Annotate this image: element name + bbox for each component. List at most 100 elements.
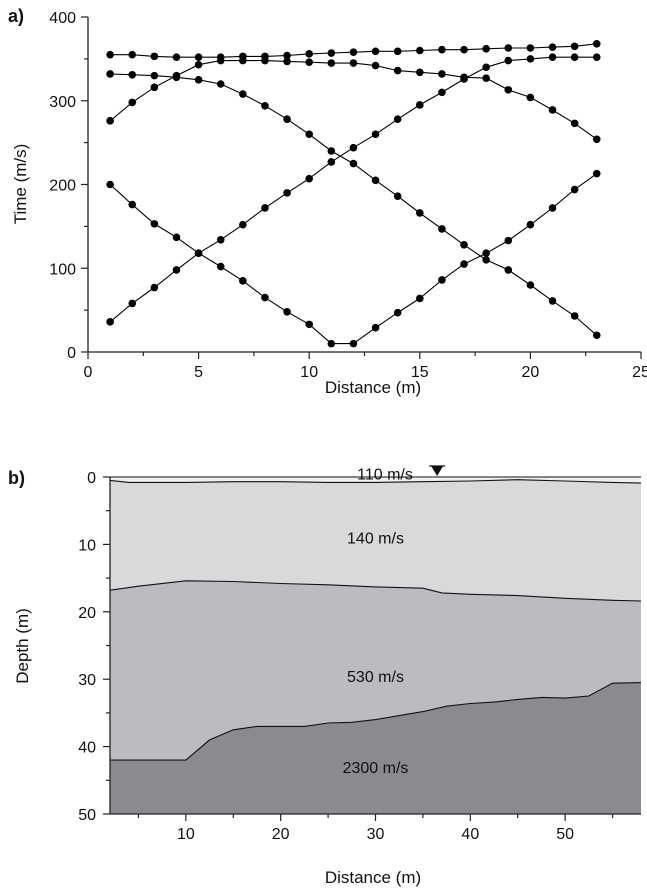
x-tick-label: 15 (411, 364, 429, 381)
data-point (393, 47, 402, 56)
series-2-line (109, 60, 598, 140)
data-point (106, 50, 114, 59)
data-point (216, 80, 225, 88)
data-point (261, 204, 269, 212)
data-point (194, 53, 203, 61)
chart-b-x-axis-label: Distance (m) (325, 868, 421, 887)
x-tick-label: 50 (556, 826, 574, 843)
chart-a-x-axis-label: Distance (m) (325, 378, 421, 397)
data-point (349, 59, 358, 67)
data-point (194, 249, 203, 257)
y-tick-label: 200 (49, 178, 76, 195)
data-point (216, 262, 225, 271)
data-point (216, 235, 225, 244)
chart-a-axes: 0 100 200 300 400 0 5 10 15 20 25 (49, 10, 647, 381)
chart-b: b) 0 10 20 30 40 50 10 20 30 40 50 110 m/s 140 m/s 5… (8, 465, 642, 887)
data-point (548, 43, 557, 51)
layer-boundary-line (110, 682, 642, 761)
data-point (305, 58, 314, 67)
data-point (438, 70, 446, 78)
data-point (393, 115, 402, 123)
layer-label: 2300 m/s (343, 760, 409, 777)
data-point (371, 323, 380, 332)
data-point (128, 50, 137, 59)
data-point (349, 159, 358, 168)
data-point (239, 220, 247, 229)
data-point (283, 115, 291, 123)
data-point (172, 233, 181, 242)
data-point (548, 53, 557, 61)
data-point (261, 101, 269, 110)
layer-530-fill (110, 580, 641, 761)
data-point (438, 45, 446, 54)
data-point (283, 189, 291, 197)
layer-boundary-line (109, 479, 642, 484)
x-tick-label: 5 (194, 364, 203, 381)
data-point (327, 158, 336, 166)
data-point (526, 220, 535, 229)
data-point (570, 42, 579, 51)
y-tick-label: 20 (78, 605, 96, 622)
chart-b-axes: 0 10 20 30 40 50 10 20 30 40 50 (78, 470, 641, 843)
data-point (150, 52, 159, 61)
data-point (216, 53, 225, 61)
chart-b-y-axis-label: Depth (m) (13, 608, 32, 684)
layer-label: 140 m/s (347, 531, 404, 548)
layer-boundary-line (109, 580, 642, 602)
data-point (504, 86, 513, 94)
data-point (283, 51, 291, 60)
layer-2300-fill (110, 682, 641, 814)
series-4-line (109, 173, 598, 345)
y-tick-label: 0 (67, 345, 76, 362)
data-point (305, 320, 314, 329)
data-point (526, 55, 535, 63)
data-point (283, 308, 291, 316)
data-point (106, 70, 114, 78)
data-point (305, 174, 314, 183)
y-tick-label: 30 (78, 672, 96, 689)
data-point (548, 106, 557, 114)
data-point (371, 47, 380, 56)
data-point (438, 225, 446, 233)
panel-b-label: b) (8, 468, 25, 488)
series-3-line (110, 73, 598, 336)
data-point (349, 339, 358, 348)
data-point (592, 53, 601, 61)
y-tick-label: 40 (78, 740, 96, 757)
data-point (548, 297, 557, 305)
x-tick-label: 25 (632, 364, 647, 381)
x-tick-label: 20 (272, 826, 290, 843)
x-tick-label: 20 (522, 364, 540, 381)
x-tick-label: 10 (177, 826, 195, 843)
data-point (416, 68, 424, 77)
data-point (261, 52, 269, 61)
data-point (393, 308, 402, 317)
data-point (482, 45, 490, 53)
chart-b-layer-labels: 110 m/s 140 m/s 530 m/s 2300 m/s (343, 467, 413, 777)
data-point (349, 48, 358, 56)
data-point (327, 59, 336, 67)
x-tick-label: 40 (461, 826, 479, 843)
data-point (239, 277, 247, 285)
data-point (106, 180, 114, 189)
data-point (327, 147, 336, 155)
data-point (128, 98, 137, 107)
x-tick-label: 0 (84, 364, 93, 381)
data-point (460, 241, 468, 249)
data-point (416, 294, 424, 303)
data-point (504, 56, 513, 65)
data-point (592, 169, 601, 178)
data-point (482, 63, 490, 72)
data-point (504, 44, 513, 52)
data-point (526, 44, 535, 52)
y-tick-label: 0 (87, 470, 96, 487)
layer-140-fill (110, 479, 641, 601)
data-point (570, 185, 579, 194)
data-point (106, 117, 114, 125)
data-point (150, 83, 159, 92)
data-point (194, 60, 203, 69)
data-point (239, 90, 247, 98)
y-tick-label: 400 (49, 10, 76, 27)
data-point (128, 200, 137, 209)
